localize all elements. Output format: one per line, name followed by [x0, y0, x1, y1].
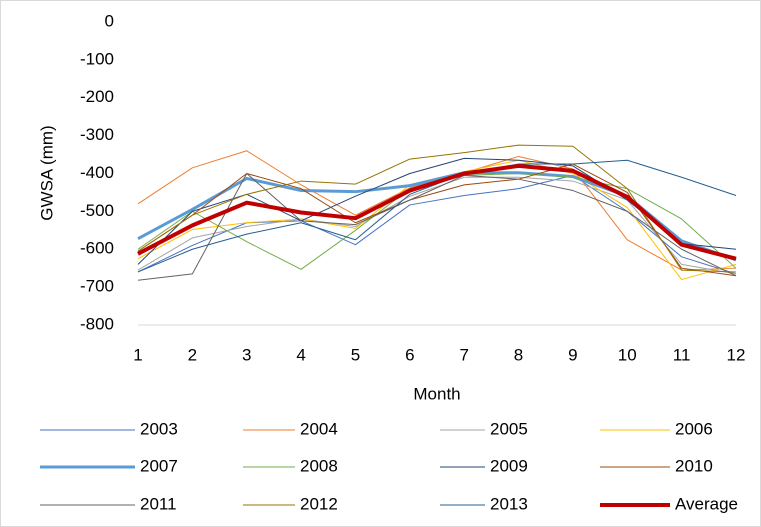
- x-tick-label: 8: [514, 345, 523, 364]
- y-tick-label: -600: [80, 239, 114, 258]
- x-tick-label: 2: [188, 345, 197, 364]
- x-tick-label: 9: [568, 345, 577, 364]
- x-tick-label: 4: [296, 345, 305, 364]
- y-tick-label: 0: [105, 11, 114, 30]
- x-tick-label: 10: [618, 345, 637, 364]
- series-line: [137, 176, 737, 275]
- x-tick-label: 7: [459, 345, 468, 364]
- y-tick-label: -500: [80, 201, 114, 220]
- legend-label: Average: [675, 494, 738, 513]
- x-tick-label: 1: [133, 345, 142, 364]
- series-line: [137, 173, 737, 281]
- legend-label: 2012: [300, 494, 338, 513]
- legend-label: 2007: [140, 456, 178, 475]
- x-tick-label: 11: [673, 345, 691, 364]
- y-axis-title: GWSA (mm): [37, 125, 56, 220]
- y-tick-label: -300: [80, 125, 114, 144]
- y-tick-label: -800: [80, 314, 114, 333]
- y-tick-label: -200: [80, 87, 114, 106]
- legend-label: 2011: [140, 494, 177, 513]
- legend-label: 2010: [675, 456, 713, 475]
- x-axis-title: Month: [413, 384, 460, 403]
- y-tick-label: -100: [80, 49, 114, 68]
- x-tick-label: 6: [405, 345, 414, 364]
- series-line: [137, 163, 737, 261]
- legend-label: 2013: [490, 494, 528, 513]
- legend-label: 2004: [300, 419, 338, 438]
- y-tick-label: -700: [80, 277, 114, 296]
- y-tick-label: -400: [80, 163, 114, 182]
- x-tick-label: 3: [242, 345, 251, 364]
- legend-label: 2009: [490, 456, 528, 475]
- legend-label: 2003: [140, 419, 178, 438]
- x-tick-label: 12: [727, 345, 746, 364]
- legend-label: 2006: [675, 419, 713, 438]
- legend-label: 2005: [490, 419, 528, 438]
- x-tick-label: 5: [351, 345, 360, 364]
- legend-label: 2008: [300, 456, 338, 475]
- series-line: [137, 144, 737, 273]
